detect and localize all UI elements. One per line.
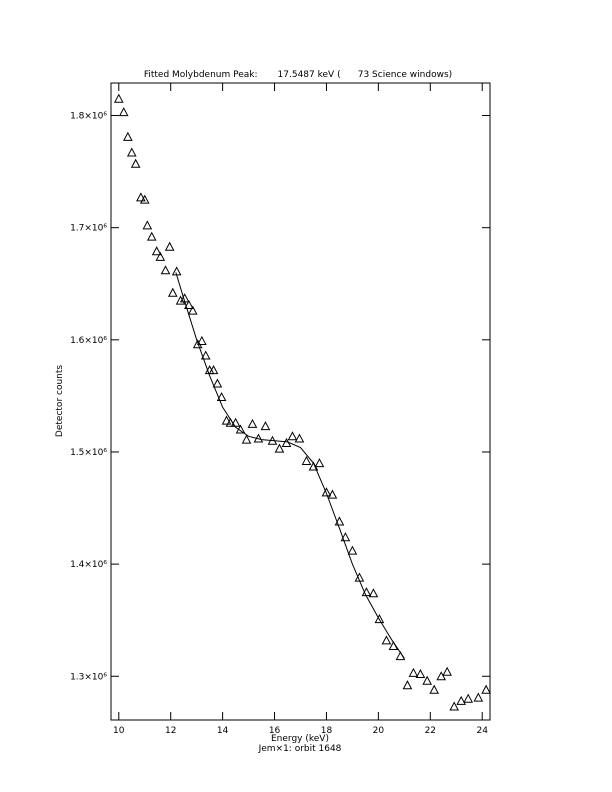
data-point <box>164 241 175 251</box>
data-point <box>212 378 223 388</box>
data-point <box>481 684 491 694</box>
data-point <box>415 668 426 679</box>
x-tick-label: 12 <box>165 726 176 736</box>
x-tick-label: 22 <box>425 726 436 736</box>
data-point <box>395 651 406 661</box>
data-point <box>216 391 227 402</box>
data-point <box>321 487 332 497</box>
data-point <box>208 365 219 375</box>
data-point <box>314 458 325 468</box>
y-tick-label: 1.6×10⁶ <box>70 336 107 346</box>
data-point <box>200 350 211 360</box>
data-point <box>388 640 399 650</box>
data-point <box>187 305 198 315</box>
data-point <box>247 418 258 428</box>
data-point <box>361 587 372 597</box>
data-point <box>368 588 379 598</box>
data-point <box>241 434 252 444</box>
data-point <box>160 265 171 275</box>
y-tick-label: 1.7×10⁶ <box>70 224 107 234</box>
data-point <box>230 417 241 427</box>
data-point <box>171 266 182 276</box>
data-point <box>267 435 278 445</box>
data-point <box>301 455 312 465</box>
data-point <box>184 299 194 310</box>
data-point <box>463 693 474 703</box>
data-point <box>235 424 246 434</box>
data-point <box>456 695 467 705</box>
data-point <box>151 246 162 256</box>
data-point <box>334 516 345 526</box>
data-point <box>221 415 232 425</box>
data-point <box>408 667 419 677</box>
data-point <box>402 680 413 690</box>
data-point <box>260 421 271 431</box>
y-tick-label: 1.3×10⁶ <box>70 672 107 682</box>
data-point <box>354 572 365 582</box>
data-point <box>294 433 305 443</box>
x-tick-label: 10 <box>113 726 125 736</box>
data-point <box>118 107 129 117</box>
y-tick-label: 1.4×10⁶ <box>70 560 107 570</box>
data-point <box>287 431 298 441</box>
data-point <box>281 437 292 447</box>
plot-frame <box>110 82 491 721</box>
data-point <box>381 635 392 645</box>
data-point <box>155 251 166 261</box>
data-point <box>146 231 157 241</box>
data-point <box>130 158 141 168</box>
data-point <box>473 692 484 702</box>
data-point <box>126 147 137 157</box>
x-tick-label: 20 <box>373 726 385 736</box>
subtitle: Jem×1: orbit 1648 <box>258 744 342 754</box>
data-point <box>274 443 285 453</box>
data-point <box>422 675 433 685</box>
y-axis-label: Detector counts <box>55 365 65 437</box>
x-tick-label: 16 <box>269 726 281 736</box>
y-tick-label: 1.5×10⁶ <box>70 448 107 458</box>
data-point <box>449 701 460 711</box>
data-point <box>175 295 186 305</box>
data-point <box>142 220 153 230</box>
data-point <box>347 545 358 555</box>
data-point <box>253 433 264 443</box>
data-point <box>123 131 133 141</box>
data-point <box>442 666 453 676</box>
data-point <box>139 194 150 204</box>
x-tick-label: 14 <box>217 726 229 736</box>
x-tick-label: 24 <box>476 726 488 736</box>
chart-title: Fitted Molybdenum Peak: 17.5487 keV ( 73… <box>144 70 452 80</box>
data-point <box>225 417 236 427</box>
data-point <box>374 614 385 624</box>
data-point <box>340 532 351 542</box>
y-tick-label: 1.8×10⁶ <box>70 112 107 122</box>
data-point <box>136 192 146 202</box>
data-point <box>113 93 124 103</box>
fit-line <box>175 272 405 659</box>
x-axis-label: Energy (keV) <box>271 734 329 744</box>
data-point <box>167 287 178 297</box>
data-point <box>179 293 190 303</box>
data-point <box>197 335 207 345</box>
data-point <box>327 489 338 499</box>
data-point <box>429 684 440 694</box>
x-tick-label: 18 <box>321 726 333 736</box>
data-point <box>436 671 447 681</box>
